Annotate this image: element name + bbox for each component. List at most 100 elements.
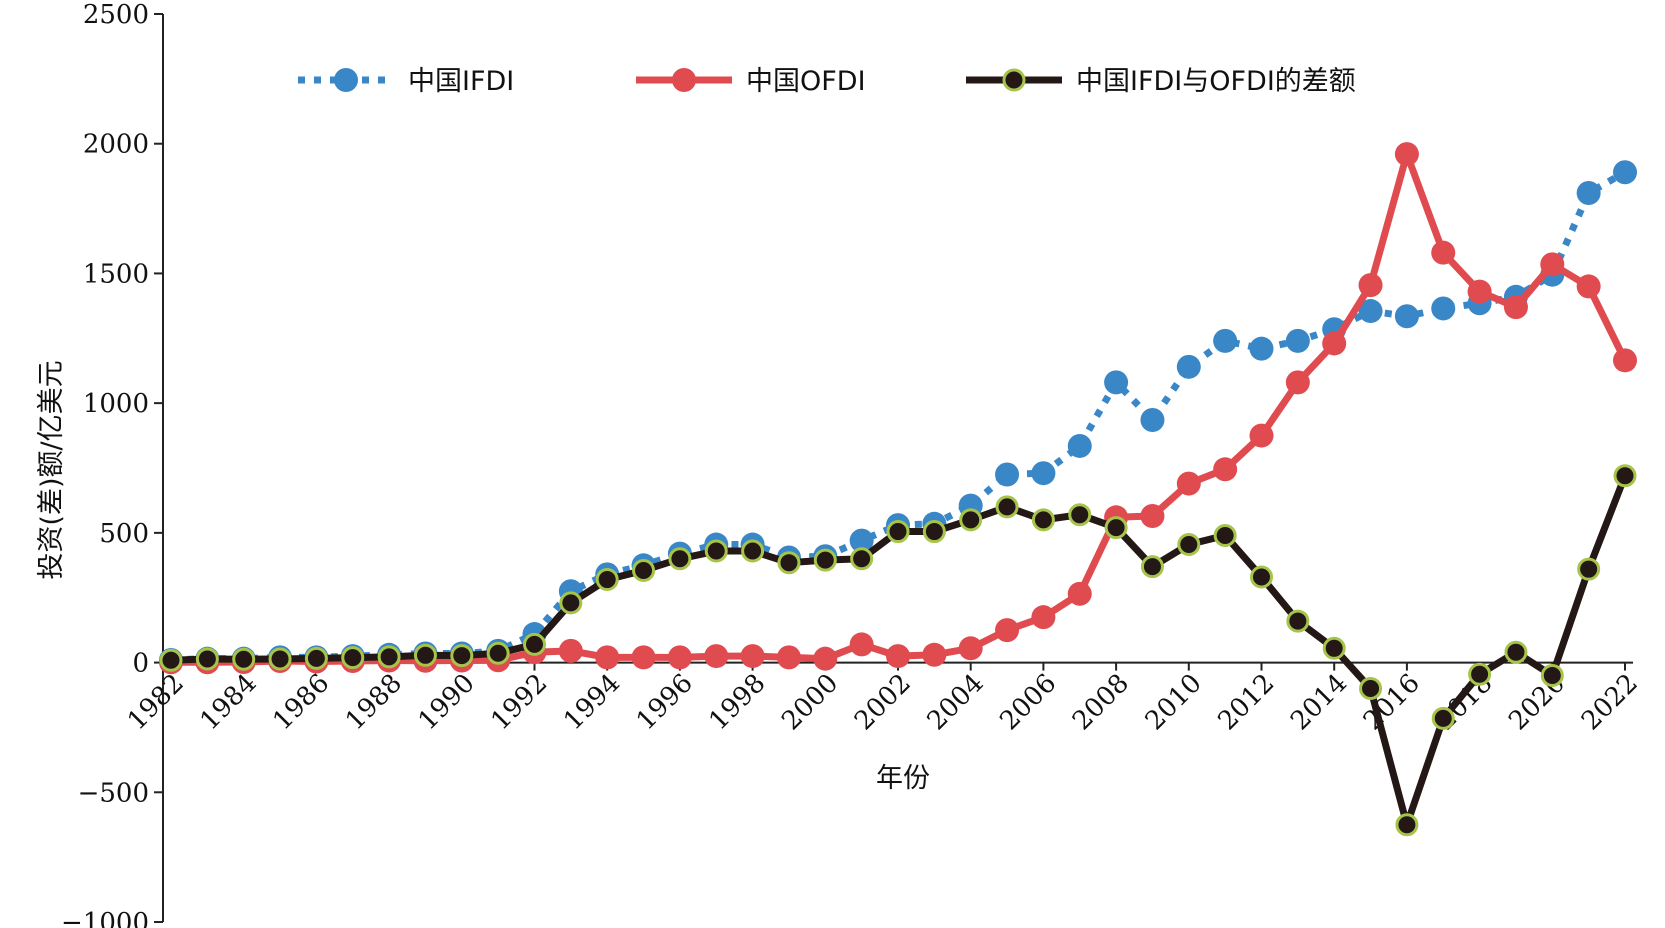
data-point	[995, 495, 1019, 519]
data-point	[1249, 336, 1274, 361]
x-tick-label: 2002	[849, 668, 917, 736]
data-point	[740, 644, 765, 669]
data-point	[741, 539, 765, 563]
series-3	[159, 464, 1637, 837]
x-tick-label: 1992	[485, 668, 553, 736]
data-point	[1285, 370, 1310, 395]
x-tick-label: 2004	[922, 668, 990, 736]
data-point	[1104, 516, 1128, 540]
data-point	[849, 632, 874, 657]
legend-label: 中国OFDI	[746, 66, 866, 97]
data-point	[1358, 273, 1383, 298]
data-point	[922, 642, 947, 667]
series-2	[159, 142, 1637, 675]
data-point	[1213, 328, 1238, 353]
data-point	[1395, 813, 1419, 837]
series-1	[159, 160, 1637, 672]
data-point	[1431, 240, 1456, 265]
x-tick-label: 2022	[1576, 668, 1644, 736]
legend-marker	[334, 68, 358, 92]
data-point	[1468, 662, 1492, 686]
data-point	[558, 638, 583, 663]
y-tick-label: 2500	[83, 0, 149, 30]
x-tick-label: 2006	[994, 668, 1062, 736]
y-tick-label: −1000	[61, 908, 149, 928]
data-point	[1249, 423, 1274, 448]
x-tick-label: 1984	[195, 668, 263, 736]
x-axis-title: 年份	[876, 763, 930, 794]
data-point	[1467, 279, 1492, 304]
y-tick-label: 1500	[83, 259, 149, 289]
y-axis-title: 投资(差)额/亿美元	[36, 360, 67, 579]
data-point	[1285, 328, 1310, 353]
data-point	[1031, 508, 1055, 532]
y-tick-label: −500	[78, 778, 149, 808]
legend-item: 中国OFDI	[636, 66, 866, 97]
data-point	[1213, 523, 1237, 547]
x-tick-label: 1996	[631, 668, 699, 736]
data-point	[776, 645, 801, 670]
data-point	[1213, 457, 1238, 482]
data-point	[813, 548, 837, 572]
data-point	[1394, 142, 1419, 167]
legend-item: 中国IFDI	[298, 66, 514, 97]
series-layer	[159, 142, 1637, 837]
data-point	[1322, 331, 1347, 356]
data-point	[341, 646, 365, 670]
data-point	[1140, 408, 1165, 433]
x-tick-label: 1990	[413, 668, 481, 736]
data-point	[922, 520, 946, 544]
data-point	[849, 528, 874, 553]
data-point	[450, 644, 474, 668]
data-point	[886, 520, 910, 544]
data-point	[413, 643, 437, 667]
data-point	[232, 647, 256, 671]
data-point	[1068, 503, 1092, 527]
data-point	[959, 508, 983, 532]
x-tick-label: 2012	[1212, 668, 1280, 736]
data-point	[595, 645, 620, 670]
y-tick-label: 500	[99, 519, 149, 549]
legend-marker	[1002, 68, 1026, 92]
data-point	[667, 645, 692, 670]
data-point	[668, 547, 692, 571]
data-point	[995, 618, 1020, 643]
legend: 中国IFDI 中国OFDI 中国IFDI与OFDI的差额	[298, 66, 1356, 97]
data-point	[559, 591, 583, 615]
data-point	[886, 644, 910, 669]
data-point	[1576, 181, 1601, 206]
data-point	[631, 645, 656, 670]
x-tick-label: 1986	[267, 668, 335, 736]
data-point	[1613, 464, 1637, 488]
data-point	[1067, 433, 1092, 458]
data-point	[1613, 160, 1637, 185]
x-tick-label: 1994	[558, 668, 626, 736]
series-line	[171, 150, 1629, 666]
data-point	[304, 646, 328, 670]
data-point	[995, 462, 1020, 487]
data-point	[1540, 664, 1564, 688]
data-point	[1577, 557, 1601, 581]
data-point	[632, 558, 656, 582]
data-point	[595, 568, 619, 592]
data-point	[1031, 461, 1056, 486]
data-point	[1176, 471, 1201, 496]
legend-item: 中国IFDI与OFDI的差额	[966, 66, 1356, 97]
legend-marker	[672, 68, 696, 92]
data-point	[1394, 304, 1419, 329]
data-point	[1576, 274, 1601, 299]
data-point	[268, 647, 292, 671]
x-tick-label: 1988	[340, 668, 408, 736]
legend-label: 中国IFDI	[408, 66, 514, 97]
data-point	[195, 647, 219, 671]
data-point	[1504, 640, 1528, 664]
data-point	[1140, 555, 1164, 579]
data-point	[523, 632, 546, 656]
data-point	[1031, 605, 1056, 630]
data-point	[1431, 706, 1455, 730]
x-tick-label: 1998	[704, 668, 772, 736]
data-point	[1503, 295, 1528, 320]
data-point	[1358, 299, 1383, 324]
